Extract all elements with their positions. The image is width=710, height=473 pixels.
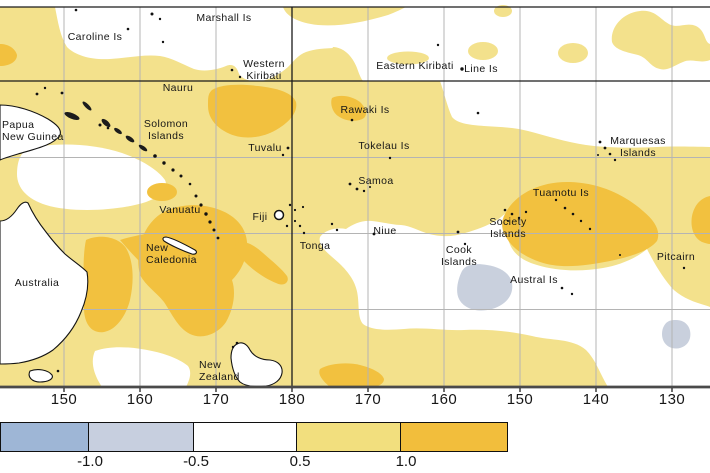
x-tick-140w: 140 bbox=[582, 391, 610, 408]
landmasses bbox=[0, 104, 285, 388]
graticule-minor bbox=[0, 7, 710, 386]
new-caledonia-coast bbox=[162, 236, 197, 255]
legend-color-bar bbox=[0, 422, 509, 452]
legend-segment-strong-positive bbox=[400, 422, 509, 452]
legend-segment-weak-positive bbox=[295, 422, 402, 452]
legend-segment-neutral bbox=[193, 422, 298, 452]
legend-segment-weak-negative bbox=[87, 422, 195, 452]
x-tick-160w: 160 bbox=[430, 391, 458, 408]
x-axis-ticks bbox=[63, 388, 673, 392]
legend-tick-neg05: -0.5 bbox=[183, 453, 209, 470]
solomon-island-3 bbox=[138, 144, 148, 152]
australia-coast bbox=[0, 201, 89, 365]
bougainville-island bbox=[101, 118, 111, 128]
island-chains bbox=[64, 101, 148, 152]
x-tick-150w: 150 bbox=[506, 391, 534, 408]
strong-positive-patches bbox=[0, 44, 710, 387]
tasmania-island bbox=[28, 369, 53, 383]
island-dots bbox=[35, 8, 686, 373]
new-ireland-island bbox=[82, 101, 92, 111]
solomon-island-2 bbox=[125, 135, 135, 143]
legend-tick-pos05: 0.5 bbox=[289, 453, 311, 470]
weak-positive-patches bbox=[283, 5, 710, 81]
map-canvas bbox=[0, 5, 710, 392]
papua-new-guinea-coast bbox=[0, 104, 61, 161]
new-zealand-coast bbox=[230, 342, 283, 388]
new-britain-island bbox=[64, 112, 80, 120]
legend-scale: -1.0 -0.5 0.5 1.0 bbox=[0, 453, 710, 473]
neutral-anomaly-regions bbox=[17, 7, 710, 387]
x-tick-160e: 160 bbox=[126, 391, 154, 408]
graticule-major bbox=[0, 6, 710, 386]
negative-patches bbox=[457, 264, 691, 349]
legend-segment-strong-negative bbox=[0, 422, 89, 452]
legend-tick-pos1: 1.0 bbox=[395, 453, 417, 470]
x-axis: 150 160 170 180 170 160 150 140 130 bbox=[0, 391, 710, 411]
solomon-island-1 bbox=[114, 127, 122, 135]
fiji-main-island bbox=[273, 209, 285, 221]
x-tick-170e: 170 bbox=[202, 391, 230, 408]
x-tick-170w: 170 bbox=[354, 391, 382, 408]
x-tick-150e: 150 bbox=[50, 391, 78, 408]
x-tick-130w: 130 bbox=[658, 391, 686, 408]
x-tick-180: 180 bbox=[278, 391, 306, 408]
legend-tick-neg1: -1.0 bbox=[77, 453, 103, 470]
